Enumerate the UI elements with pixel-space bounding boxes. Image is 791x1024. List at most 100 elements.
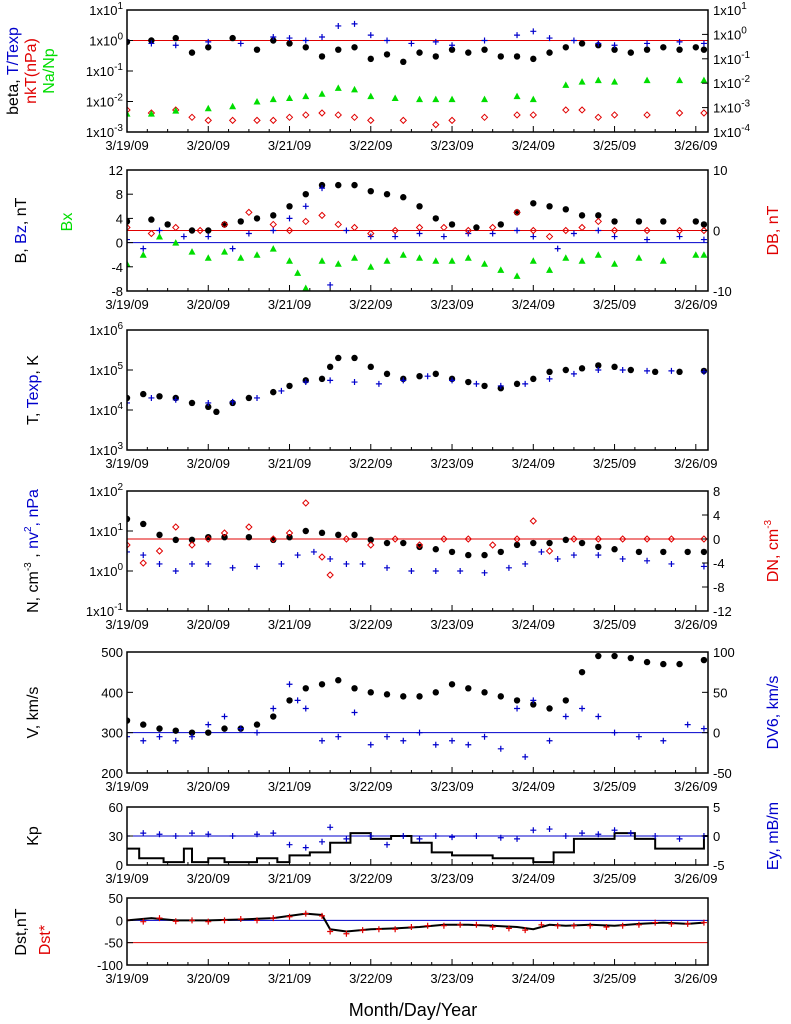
point-Ey-11 — [319, 838, 326, 845]
xtick-label-p3-7: 3/26/09 — [674, 456, 717, 471]
point-N-0 — [127, 515, 131, 523]
point-V-15 — [367, 689, 374, 696]
ylabel-right-p4: DN, cm-3​ — [763, 519, 782, 582]
point-DV6-35 — [684, 721, 691, 728]
point-DV6-36 — [700, 725, 707, 732]
plot-frame-p7 — [126, 897, 709, 966]
point-DN-25 — [618, 535, 627, 543]
point-TTexp-5 — [270, 34, 277, 41]
point-TTexp-10 — [351, 20, 358, 27]
ylabel-p4: N, cm-3​ , nv2​, nPa — [23, 489, 42, 613]
point-Bz-6 — [245, 230, 252, 237]
ytick-label-left-p1-3: 1x100 — [89, 32, 123, 49]
xtick-label-p5-2: 3/21/09 — [268, 779, 311, 794]
point-Texp-22 — [668, 367, 675, 374]
point-Ey-2 — [156, 831, 163, 838]
point-nv2-5 — [205, 560, 212, 567]
point-B-22 — [513, 209, 521, 216]
ytick-label-right-p1-1: 1x10-3 — [713, 99, 751, 116]
point-DB-3 — [196, 226, 204, 235]
point-V-4 — [188, 729, 196, 736]
series-Ey — [127, 824, 707, 851]
point-NaNp-1 — [147, 110, 155, 117]
series-nkT — [127, 106, 708, 129]
point-DN-14 — [367, 541, 375, 549]
point-B-32 — [700, 221, 708, 228]
point-nv2-2 — [156, 560, 163, 567]
point-V-25 — [530, 701, 537, 708]
point-beta-7 — [270, 37, 277, 44]
point-beta-20 — [481, 46, 488, 53]
xtick-label-p4-7: 3/26/09 — [674, 617, 717, 632]
point-Ey-1 — [140, 830, 147, 837]
point-TTexp-13 — [408, 40, 415, 47]
point-nv2-12 — [343, 560, 350, 567]
point-Dst-15 — [359, 927, 366, 934]
ytick-label-left-p7-0: -100 — [97, 958, 123, 973]
point-beta-14 — [383, 51, 391, 58]
point-Bx-33 — [659, 257, 667, 264]
point-Ey-4 — [189, 830, 196, 837]
point-DV6-2 — [156, 733, 163, 740]
point-Bz-0 — [127, 236, 130, 243]
point-DB-17 — [488, 223, 497, 232]
ylabel-right-p5: DV6, km/s — [765, 676, 782, 750]
point-nkT-25 — [675, 109, 684, 117]
point-V-5 — [205, 729, 212, 736]
point-DV6-15 — [351, 709, 358, 716]
point-Dst-16 — [375, 926, 382, 933]
point-Dst-3 — [172, 918, 179, 925]
point-Ey-27 — [595, 831, 602, 838]
point-Bx-13 — [318, 257, 326, 264]
point-Ey-16 — [400, 833, 407, 839]
series-beta — [127, 34, 708, 66]
point-nkT-9 — [302, 111, 310, 119]
ytick-label-right-p5-3: 100 — [713, 645, 735, 660]
point-B-27 — [595, 212, 602, 219]
point-nv2-28 — [700, 563, 707, 570]
point-Dst-9 — [270, 915, 277, 922]
panel-p3: 1x103 1x104 1x105 1x106 3/19/09 3/20/09 3/21/0… — [25, 321, 717, 471]
point-Dst-33 — [652, 919, 659, 926]
ytick-label-left-p1-0: 1x10-3 — [86, 123, 124, 140]
x-axis-label: Month/Day/Year — [349, 1000, 477, 1020]
point-nkT-26 — [700, 109, 708, 117]
point-Dst-11 — [302, 910, 309, 917]
point-beta-19 — [465, 49, 472, 56]
point-N-4 — [188, 536, 196, 544]
series-TTexp — [127, 20, 707, 49]
xtick-label-p5-7: 3/26/09 — [674, 779, 717, 794]
point-B-7 — [253, 215, 261, 222]
point-Bx-8 — [253, 251, 261, 258]
point-Dst-14 — [343, 930, 350, 937]
point-N-18 — [432, 546, 439, 553]
point-beta-32 — [676, 46, 683, 53]
point-Texp-19 — [595, 367, 602, 373]
point-V-14 — [351, 685, 358, 692]
xtick-label-p4-6: 3/25/09 — [593, 617, 636, 632]
xtick-label-p2-6: 3/25/09 — [593, 297, 636, 312]
xtick-label-p5-3: 3/22/09 — [349, 779, 392, 794]
point-DV6-25 — [514, 705, 521, 712]
point-Texp-1 — [148, 394, 155, 401]
series-line-Dst — [127, 912, 705, 933]
point-Texp-17 — [546, 375, 553, 382]
point-Texp-14 — [473, 380, 480, 387]
point-TTexp-12 — [384, 37, 391, 44]
point-Texp-6 — [278, 387, 285, 394]
ytick-label-left-p2-1: -4 — [111, 260, 123, 275]
point-B-14 — [367, 187, 374, 195]
point-DV6-18 — [400, 737, 407, 744]
point-DV6-0 — [127, 733, 130, 740]
point-V-33 — [660, 660, 667, 668]
ytick-label-left-p3-1: 1x104 — [89, 401, 123, 418]
point-DV6-27 — [530, 697, 537, 704]
point-DN-8 — [269, 535, 277, 543]
point-DB-19 — [529, 226, 538, 235]
xtick-label-p7-5: 3/24/09 — [512, 971, 555, 986]
point-Ey-22 — [514, 835, 521, 842]
point-nkT-15 — [432, 120, 440, 129]
point-B-2 — [164, 221, 171, 228]
point-nkT-24 — [643, 111, 651, 119]
series-Bx — [127, 233, 708, 291]
